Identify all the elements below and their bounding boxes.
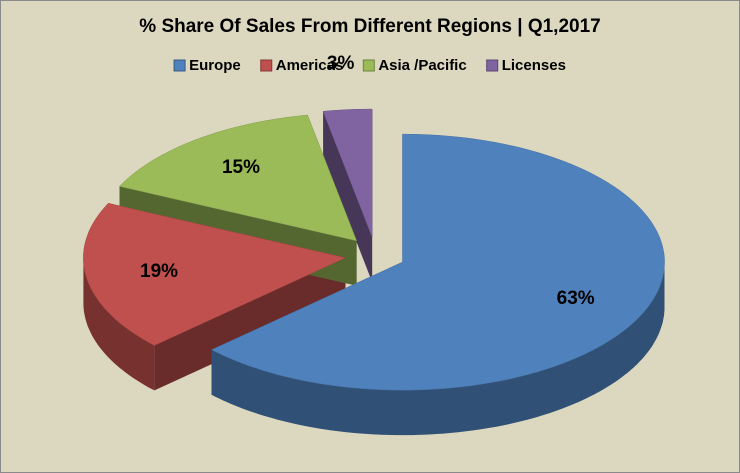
chart-title: % Share Of Sales From Different Regions … xyxy=(139,16,600,37)
data-label: 15% xyxy=(222,157,260,178)
legend-label: Licenses xyxy=(502,57,566,74)
legend-label: Europe xyxy=(189,57,241,74)
slice-side xyxy=(211,262,665,436)
slice xyxy=(119,114,358,242)
legend-swatch xyxy=(260,59,273,72)
data-label: 19% xyxy=(140,261,178,282)
legend-swatch xyxy=(362,59,375,72)
slice xyxy=(83,203,347,346)
legend-swatch xyxy=(173,59,186,72)
legend-label: Asia /Pacific xyxy=(378,57,466,74)
legend-label: Americas xyxy=(276,57,344,74)
data-label: 3% xyxy=(327,53,355,74)
slice xyxy=(322,108,373,238)
slice-side xyxy=(83,257,155,391)
slice-side xyxy=(323,111,373,283)
legend-swatch xyxy=(486,59,499,72)
data-label: 63% xyxy=(557,288,595,309)
slice xyxy=(210,133,665,391)
